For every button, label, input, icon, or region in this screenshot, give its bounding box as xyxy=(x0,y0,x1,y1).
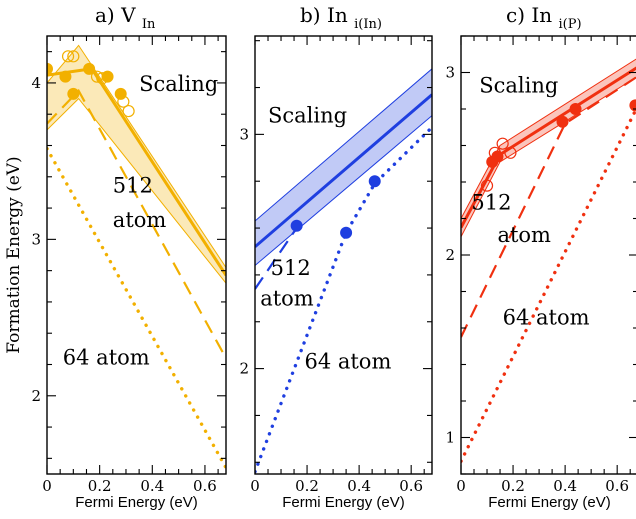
panel-2-xtick-label: 0.6 xyxy=(399,477,423,495)
panel-1-scaling-band xyxy=(47,44,226,285)
panel-1-open-marker-2 xyxy=(67,50,80,63)
panel-3-frame xyxy=(460,35,636,475)
panel-1-ytick-label: 3 xyxy=(31,230,41,248)
panel-2-title: b) In i(In) xyxy=(300,3,382,32)
panel-1-title: a) V In xyxy=(95,3,156,32)
panel-3-512-line xyxy=(461,76,636,338)
panel-1-ytick-label: 2 xyxy=(31,387,41,405)
panel-3-xtick-label: 0 xyxy=(456,477,466,495)
panel-3: c) In i(P) 0 0.2 0.4 0.6 1 2 3 Fermi Energy (eV)… xyxy=(445,3,636,511)
panel-2-ytick-label: 2 xyxy=(239,360,249,378)
panel-3-open-marker-3 xyxy=(496,137,509,150)
panel-1-annotation-2: 512 xyxy=(113,173,153,197)
panel-1-filled-marker-1 xyxy=(47,62,53,75)
panel-2-filled-marker-1 xyxy=(290,219,303,232)
panel-1-open-marker-6 xyxy=(122,104,135,118)
panel-1-512-line xyxy=(47,88,226,359)
panel-2-title-subscript: i(In) xyxy=(354,17,382,32)
panel-3-filled-marker-3 xyxy=(556,115,569,128)
panel-3-annotation-1: Scaling xyxy=(479,74,558,98)
panel-2-scaling-line xyxy=(255,93,432,248)
panel-2-annotation-1: Scaling xyxy=(268,104,347,128)
y-axis-label: Formation Energy (eV) xyxy=(4,156,24,353)
panel-2-annotation-2: 512 xyxy=(271,256,311,280)
panel-3-ytick-label: 2 xyxy=(445,246,455,264)
panel-1-xtick-label: 0.2 xyxy=(88,477,112,495)
panel-3-title: c) In i(P) xyxy=(506,3,582,32)
panel-3-scaling-band xyxy=(461,58,636,238)
panel-3-64-line xyxy=(461,105,636,463)
panel-1-ytick-label: 4 xyxy=(31,74,41,92)
panel-2-xtick-label: 0 xyxy=(250,477,260,495)
panel-1-filled-marker-6 xyxy=(114,87,127,100)
panel-2: b) In i(In) 0 0.2 0.4 0.6 2 3 Fermi Energy (eV)… xyxy=(239,3,433,511)
panel-2-annotation-4: 64 atom xyxy=(304,350,391,374)
panel-2-512-line xyxy=(255,227,298,290)
panel-2-annotation-3: atom xyxy=(260,286,314,310)
panel-3-title-main: c) In xyxy=(506,3,559,27)
panel-3-filled-marker-4 xyxy=(569,103,582,115)
panel-3-open-marker-1 xyxy=(480,179,494,192)
panel-3-x-axis-label: Fermi Energy (eV) xyxy=(488,494,611,511)
panel-1-xtick-label: 0 xyxy=(42,477,52,495)
panel-1-title-subscript: In xyxy=(142,17,156,32)
panel-3-title-subscript: i(P) xyxy=(559,17,582,32)
panel-1-filled-marker-4 xyxy=(83,62,96,75)
panel-2-plot-area xyxy=(255,68,432,474)
panel-2-64-line xyxy=(255,125,432,474)
panel-2-ytick-label: 3 xyxy=(239,125,249,143)
panel-3-annotation-2: 512 xyxy=(471,190,511,214)
panel-3-ytick-label: 3 xyxy=(445,64,455,82)
panel-2-xtick-label: 0.2 xyxy=(295,477,319,495)
panel-1-filled-marker-3 xyxy=(67,87,80,100)
panel-1-frame xyxy=(46,35,227,475)
panel-1-xtick-label: 0.6 xyxy=(193,477,217,495)
panel-1-title-main: a) V xyxy=(95,3,142,27)
panel-3-ytick-label: 1 xyxy=(445,429,455,447)
panel-3-xtick-label: 0.6 xyxy=(605,477,629,495)
panel-3-plot-area xyxy=(461,58,636,463)
panel-2-scaling-band xyxy=(255,68,432,267)
panel-1: a) V In 0 0.2 0.4 0.6 2 3 4 Fermi Energy (eV) Sca… xyxy=(31,3,227,511)
panel-1-annotation-4: 64 atom xyxy=(63,346,150,370)
panel-3-open-marker-4 xyxy=(504,146,517,159)
panel-2-filled-marker-3 xyxy=(368,175,381,188)
panel-1-xtick-label: 0.4 xyxy=(140,477,164,495)
panel-2-filled-marker-2 xyxy=(340,226,353,239)
panel-1-open-marker-1 xyxy=(61,50,75,63)
panel-3-filled-marker-5 xyxy=(629,99,636,112)
panel-3-xtick-label: 0.4 xyxy=(553,477,577,495)
panel-1-annotation-1: Scaling xyxy=(139,72,218,96)
panel-2-frame xyxy=(254,35,433,475)
panel-3-filled-marker-2 xyxy=(491,150,504,163)
panel-1-x-axis-label: Fermi Energy (eV) xyxy=(75,494,198,511)
panel-1-filled-marker-5 xyxy=(101,70,114,83)
panel-3-annotation-4: 64 atom xyxy=(503,305,590,329)
panel-2-title-main: b) In xyxy=(300,3,354,27)
panel-1-filled-marker-2 xyxy=(59,70,72,83)
panel-3-annotation-3: atom xyxy=(497,223,551,247)
panel-2-x-axis-label: Fermi Energy (eV) xyxy=(282,494,405,511)
panel-1-annotation-3: atom xyxy=(113,208,167,232)
panel-3-xtick-label: 0.2 xyxy=(501,477,525,495)
panel-1-plot-area xyxy=(47,44,226,470)
panel-2-xtick-label: 0.4 xyxy=(347,477,371,495)
